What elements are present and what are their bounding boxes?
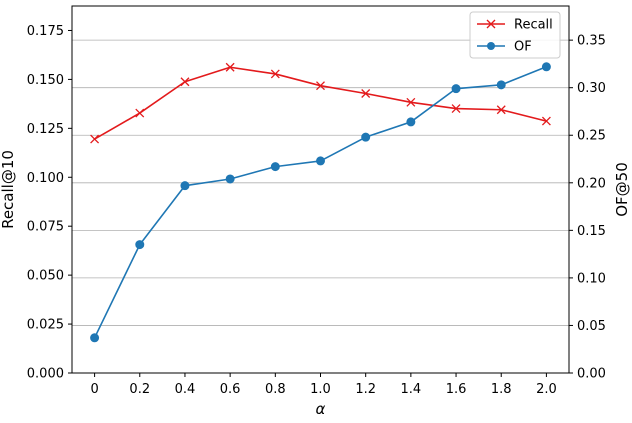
y-right-tick-label: 0.00 [577,367,606,382]
of-point [90,333,100,343]
of-point [361,132,371,142]
of-point [316,156,325,166]
x-tick-label: 1.6 [446,382,467,397]
of-point [135,240,145,250]
recall-series-line [94,66,547,140]
y-left-tick-label: 0.000 [27,367,64,382]
series-layer [90,62,551,343]
recall-point [316,81,325,91]
recall-point [361,89,371,98]
x-tick-label: 0.8 [265,382,286,397]
grid-layer [72,39,569,374]
y-left-tick-label: 0.175 [27,24,64,39]
recall-point [225,62,235,72]
x-axis-title: α [316,400,326,418]
y-left-tick-label: 0.125 [27,122,64,137]
recall-point [90,134,100,144]
x-tick-label: 1.0 [310,382,331,397]
y-right-tick-label: 0.15 [577,224,606,239]
of-series-line [93,66,547,339]
recall-point [541,116,551,126]
x-tick-label: 1.4 [401,382,422,397]
y-left-tick-label: 0.025 [27,318,64,333]
y-right-tick-label: 0.10 [577,271,606,286]
y-right-tick-label: 0.05 [577,319,606,334]
recall-point [451,104,461,114]
recall-point [135,108,145,118]
y-right-tick-label: 0.25 [577,129,606,144]
y-left-tick-label: 0.050 [27,269,64,284]
recall-point [496,105,506,115]
of-point [496,80,506,90]
of-point [270,162,280,172]
y-left-tick-label: 0.075 [27,220,64,235]
x-tick-label: 0.2 [129,382,150,397]
x-tick-label: 0.6 [220,382,241,397]
legend-of-label: OF [514,40,532,55]
y-right-tick-label: 0.30 [577,81,606,96]
legend-recall-label: Recall [514,18,553,33]
x-tick-label: 1.8 [491,382,512,397]
plot-frame [71,5,570,374]
legend: Recall OF [469,11,561,59]
legend-of-marker [487,42,495,50]
of-point [541,62,551,72]
recall-point [406,97,416,107]
of-point [406,117,416,127]
y-right-axis-title: OF@50 [613,162,631,217]
x-tick-label: 0.4 [175,382,196,397]
of-point [225,174,235,184]
y-left-tick-label: 0.150 [27,73,64,88]
y-left-axis-title: Recall@10 [0,150,17,229]
y-right-tick-label: 0.20 [577,176,606,191]
of-point [180,181,190,191]
x-tick-label: 2.0 [536,382,557,397]
x-tick-label: 0 [90,382,98,397]
recall-point [270,69,280,79]
y-right-tick-label: 0.35 [577,34,606,49]
legend-recall-marker [486,19,496,29]
y-left-tick-label: 0.100 [27,171,64,186]
of-point [451,84,461,94]
recall-point [180,77,190,87]
x-tick-label: 1.2 [355,382,376,397]
tick-layer: 0 0.2 0.4 0.6 0.8 1.0 1.2 1.4 1.6 1.8 2.0 0.000 0.02… [27,24,606,397]
